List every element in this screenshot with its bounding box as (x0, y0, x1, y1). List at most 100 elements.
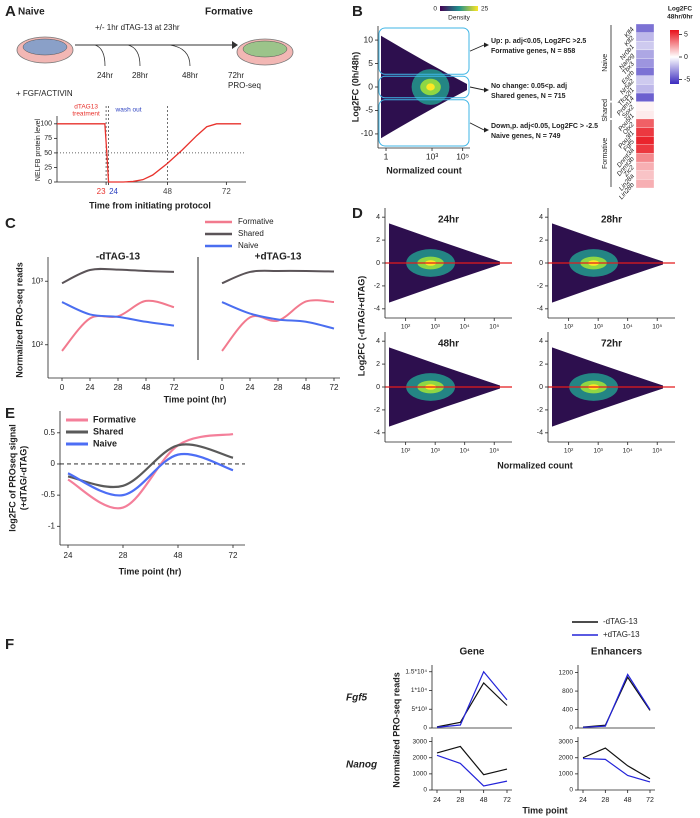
x-tick-label: 72 (503, 797, 511, 804)
x-tick-label: 10² (401, 324, 411, 331)
y-tick-label: 0 (51, 459, 56, 468)
colorbar-tick-label: 5 (684, 31, 688, 38)
x-tick-label: 10³ (426, 151, 438, 161)
panel-label: E (5, 405, 15, 422)
x-tick-label: 10⁴ (623, 448, 633, 455)
arrowhead (484, 87, 489, 93)
x-axis-label: Normalized count (497, 460, 573, 470)
heatmap-cell (635, 84, 655, 94)
colorbar-label: Density (448, 15, 470, 22)
schematic-label: +/- 1hr dTAG-13 at 23hr (95, 23, 180, 32)
heatmap-cell (635, 153, 655, 163)
y-tick-label: 0 (376, 260, 380, 267)
y-tick-label: 0 (539, 260, 543, 267)
y-tick-label: -10 (361, 128, 374, 138)
heatmap-cell (635, 92, 655, 102)
annotation: Down,p. adj<0.05, Log2FC > -2.5 (491, 123, 598, 130)
group-label: Shared (602, 99, 609, 122)
colorbar (440, 6, 478, 11)
x-tick-label: 10³ (593, 324, 603, 331)
y-tick-label: 2000 (559, 754, 574, 761)
x-axis-label: Normalized count (386, 165, 462, 175)
annotation: wash out (115, 107, 142, 114)
line (221, 299, 335, 352)
heatmap-cell (635, 161, 655, 171)
y-axis-label: log2FC of PROseq signal (7, 424, 17, 532)
y-tick-label: -5 (365, 105, 373, 115)
cells (242, 40, 288, 58)
y-tick-label: 0 (423, 787, 427, 794)
colorbar-tick-label: 0 (433, 6, 437, 13)
x-tick-label: 28 (119, 551, 128, 560)
y-tick-label: -2 (374, 283, 380, 290)
colorbar-label: Log2FC (668, 6, 692, 13)
facet-title: 28hr (601, 215, 622, 226)
line (61, 301, 175, 327)
x-tick-label: 1 (384, 151, 389, 161)
line (436, 670, 508, 728)
legend-label: Shared (93, 426, 124, 436)
colorbar (670, 30, 679, 84)
x-tick-label: 48 (624, 797, 632, 804)
heatmap-cell (635, 49, 655, 59)
x-tick-label: 10² (401, 448, 411, 455)
y-tick-label: 1000 (559, 771, 574, 778)
y-tick-label: 2 (376, 237, 380, 244)
x-tick-label: 48 (142, 383, 151, 392)
line (582, 757, 651, 783)
line (61, 267, 175, 285)
annotation: No change: 0.05<p. adj (491, 83, 567, 90)
y-tick-label: 0 (423, 725, 427, 732)
y-tick-label: 2 (376, 361, 380, 368)
x-tick-label: 10³ (593, 448, 603, 455)
y-tick-label: -4 (374, 306, 380, 313)
y-tick-label: -2 (537, 407, 543, 414)
y-tick-label: 2 (539, 237, 543, 244)
y-tick-label: 0 (569, 725, 573, 732)
x-tick-label: 72 (330, 383, 339, 392)
density-core (426, 83, 435, 91)
legend-label: Naive (238, 241, 259, 250)
x-tick-label: 48 (302, 383, 311, 392)
x-tick-label: 10² (564, 324, 574, 331)
y-tick-label: 3000 (559, 738, 574, 745)
heatmap-cell (635, 136, 655, 145)
y-tick-label: -4 (537, 430, 543, 437)
y-axis-label: Normalized PRO-seq reads (391, 672, 401, 788)
facet-title: +dTAG-13 (255, 252, 302, 263)
legend-label: +dTAG-13 (603, 630, 640, 639)
legend-label: Formative (238, 217, 274, 226)
x-tick-label: 24 (246, 383, 255, 392)
x-tick-label: 48 (174, 551, 183, 560)
schematic: Naive Formative +/- 1hr dTAG-13 at 23hr … (16, 7, 294, 98)
heatmap-cell (635, 23, 655, 33)
x-tick-label: 0 (220, 383, 225, 392)
y-tick-label: 4 (376, 214, 380, 221)
heatmap-cell (635, 58, 655, 68)
x-tick-label: 28 (601, 797, 609, 804)
x-tick-label: 28 (114, 383, 123, 392)
line (57, 123, 242, 183)
heatmap-cell (635, 179, 655, 189)
x-tick-label: 24 (109, 187, 118, 196)
y-tick-label: 75 (44, 135, 52, 142)
x-tick-label: 10⁴ (623, 324, 633, 331)
colorbar-label: 48hr/0hr (667, 14, 693, 21)
threshold-box (378, 99, 470, 147)
y-tick-label: 10 (364, 34, 374, 44)
annotation-arrow (469, 86, 485, 91)
x-tick-label: 48 (480, 797, 488, 804)
y-axis-label: (+dTAG/-dTAG) (18, 446, 28, 510)
heatmap-cell (635, 118, 655, 128)
line (582, 676, 651, 728)
line (67, 432, 234, 510)
y-tick-label: 4 (539, 338, 543, 345)
y-tick-label: 0 (48, 179, 52, 186)
y-tick-label: 25 (44, 164, 52, 171)
annotation-arrow (469, 122, 485, 131)
group-label: Naive (602, 54, 609, 72)
y-tick-label: 0 (376, 384, 380, 391)
annotation: Formative genes, N = 858 (491, 48, 575, 55)
schematic-label: Formative (205, 7, 253, 18)
column-title: Gene (459, 647, 484, 658)
